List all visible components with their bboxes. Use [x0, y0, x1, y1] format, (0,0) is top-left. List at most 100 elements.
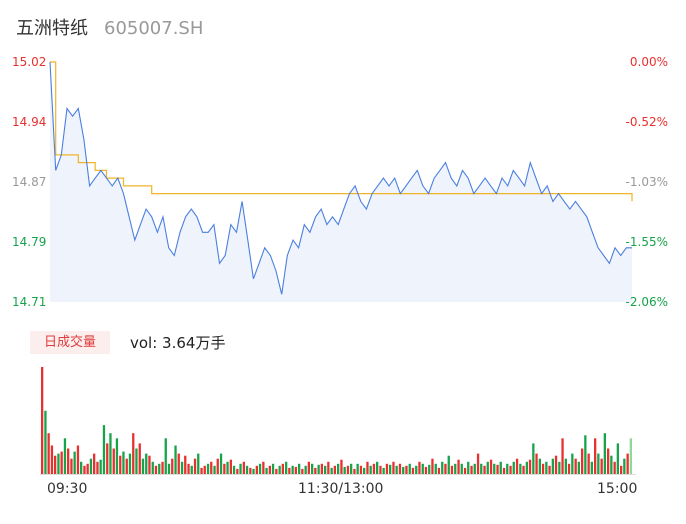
volume-bar [115, 438, 119, 474]
volume-bar [278, 465, 281, 474]
volume-bar [109, 433, 112, 474]
volume-bar [525, 461, 528, 474]
volume-bar [99, 459, 102, 474]
volume-bar [382, 467, 385, 474]
volume-bar [180, 461, 184, 474]
volume-bar [538, 458, 541, 474]
volume-bar [271, 463, 275, 474]
volume-bar [216, 458, 219, 474]
volume-bar [239, 463, 242, 474]
y-tick-right: -1.03% [625, 175, 668, 189]
volume-bar [304, 465, 307, 474]
volume-bar [210, 461, 213, 474]
volume-tab[interactable]: 日成交量 [30, 331, 110, 354]
volume-bar [350, 463, 353, 474]
volume-bar [590, 461, 593, 474]
volume-bar [89, 458, 93, 474]
volume-bar [483, 465, 486, 474]
volume-bar [291, 465, 294, 474]
volume-bar [450, 465, 454, 474]
volume-bar [421, 463, 424, 474]
volume-bar [372, 463, 376, 474]
volume-bar [324, 465, 327, 474]
volume-bar [597, 453, 600, 474]
y-tick-right: -2.06% [625, 295, 668, 309]
volume-bar [398, 463, 402, 474]
volume-bar [480, 463, 483, 474]
volume-bar [441, 461, 444, 474]
volume-bar [96, 461, 99, 474]
volume-bar [340, 459, 343, 474]
volume-bar [249, 467, 252, 474]
volume-bar [379, 465, 382, 474]
volume-bar [86, 463, 89, 474]
volume-bar [470, 465, 473, 474]
volume-bar [229, 459, 232, 474]
volume-bar [395, 465, 398, 474]
volume-bar [363, 467, 366, 474]
volume-bar [431, 458, 434, 474]
volume-bar [122, 451, 125, 474]
volume-bar [151, 461, 154, 474]
volume-bar [418, 461, 421, 474]
volume-bar [476, 453, 480, 474]
volume-bar [177, 453, 180, 474]
volume-bar [444, 463, 447, 474]
volume-bar [616, 443, 619, 474]
y-tick-right: 0.00% [629, 55, 668, 69]
volume-bar [496, 464, 499, 474]
volume-bar [265, 467, 268, 474]
volume-bar [415, 465, 418, 474]
volume-bar [236, 468, 239, 474]
volume-bar [558, 461, 561, 474]
y-tick-right: -0.52% [625, 115, 668, 129]
volume-bar [626, 453, 629, 474]
volume-bar [408, 463, 411, 474]
volume-bar [571, 453, 574, 474]
volume-bar [54, 455, 57, 474]
volume-bar [392, 461, 395, 474]
volume-bar [385, 463, 389, 474]
volume-bar [41, 367, 44, 474]
x-tick-open: 09:30 [47, 481, 88, 497]
volume-bar [434, 463, 437, 474]
volume-bar [203, 465, 206, 474]
volume-bar [138, 443, 141, 474]
average-price-line [50, 61, 633, 202]
y-tick-left: 15.02 [12, 55, 47, 69]
volume-bar [532, 443, 535, 474]
volume-bar [564, 458, 567, 474]
volume-bar [493, 463, 496, 474]
volume-bar [424, 466, 428, 474]
y-tick-left: 14.71 [12, 295, 47, 309]
volume-bar [535, 453, 538, 474]
volume-bar [613, 461, 616, 474]
volume-bar [506, 463, 509, 474]
volume-bar [307, 461, 310, 474]
volume-bar [600, 458, 603, 474]
stock-name: 五洲特纸 [16, 18, 88, 39]
y-tick-left: 14.87 [12, 175, 47, 189]
volume-bar [128, 453, 132, 474]
volume-bar [145, 453, 148, 474]
volume-bar [629, 438, 632, 474]
volume-bar [402, 466, 405, 474]
volume-bar [460, 463, 463, 474]
volume-bar [541, 463, 545, 474]
volume-bar [232, 465, 236, 474]
volume-bar [512, 461, 515, 474]
volume-bar [223, 463, 226, 474]
volume-bar [528, 459, 532, 474]
volume-bar [502, 467, 506, 474]
volume-bar [623, 458, 626, 474]
volume-bar [577, 461, 580, 474]
volume-bar [343, 466, 346, 474]
volume-bar [509, 465, 512, 474]
volume-bar [356, 463, 359, 474]
volume-bar [76, 445, 80, 474]
volume-bar [311, 463, 314, 474]
volume-bar [353, 468, 356, 474]
x-tick-midday: 11:30/13:00 [298, 481, 384, 497]
volume-bar [50, 445, 54, 474]
